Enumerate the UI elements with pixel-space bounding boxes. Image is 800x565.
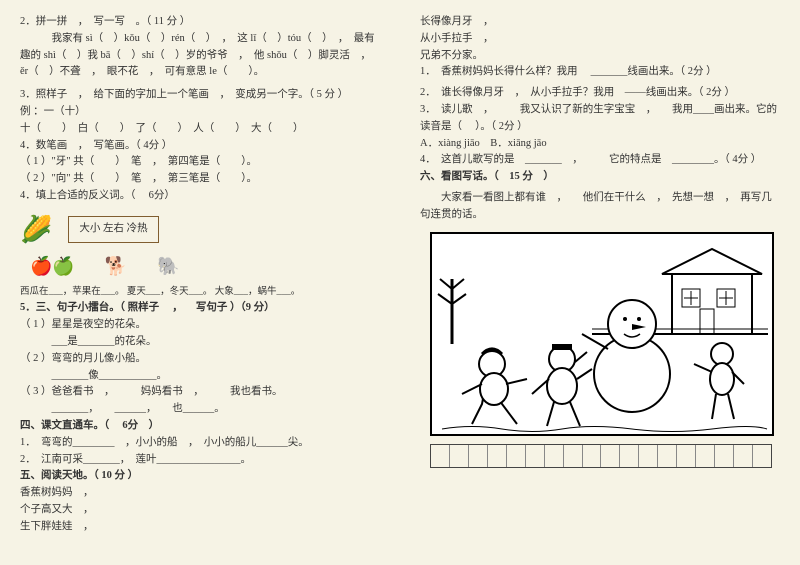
s3-2: （ 2 ）弯弯的月儿像小船。 [20, 351, 380, 368]
r-q2: 2． 谁长得像月牙 ， 从小手拉手？我用 ——线画出来。（ 2分 ） [420, 85, 780, 102]
section5-title: 五、阅读天地。（ 10 分 ） [20, 468, 380, 485]
s4-2: 2． 江南可采_______， 莲叶________________。 [20, 452, 380, 469]
answer-grid [430, 444, 772, 468]
q2-body: 我家有 sì（ ）kǒu（ ）rén（ ） ， 这 lǐ（ ）tóu（ ） ， … [20, 31, 380, 81]
elephant-icon: 🐘 [157, 252, 179, 281]
s6-body: 大家看一看图上都有谁 ， 他们在干什么 ， 先想一想 ， 再写几句连贯的话。 [420, 190, 780, 224]
poem-l6: 兄弟不分家。 [420, 48, 780, 65]
r-q3-opt: A．xiàng jiāo B．xiāng jāo [420, 136, 780, 153]
poem-l3: 生下胖娃娃 ， [20, 519, 380, 536]
s3-3: （ 3 ）爸爸看书 ， 妈妈看书 ， 我也看书。 [20, 384, 380, 401]
s4-1: 1． 弯弯的________ ，小小的船 ， 小小的船儿______尖。 [20, 435, 380, 452]
poem-l1: 香蕉树妈妈 ， [20, 485, 380, 502]
r-q1: 1． 香蕉树妈妈长得什么样？我用 _______线画出来。（ 2分 ） [420, 64, 780, 81]
apple-icon: 🍎🍏 [30, 252, 75, 281]
s3-2b: _______像___________。 [20, 368, 380, 385]
q4-line2: （ 2 ）"向" 共（ ） 笔 ， 第三笔是（ ）。 [20, 171, 380, 188]
q4-title: 4．数笔画 ， 写笔画。（ 4分 ） [20, 138, 380, 155]
right-column: 长得像月牙 ， 从小手拉手 ， 兄弟不分家。 1． 香蕉树妈妈长得什么样？我用 … [400, 0, 800, 565]
poem-l2: 个子高又大 ， [20, 502, 380, 519]
icons-labels: 西瓜在___，苹果在___。 夏天___，冬天___。 大象___，蜗牛___。 [20, 285, 380, 300]
icons-row: 🍎🍏 🐕 🐘 [30, 252, 380, 283]
corn-icon: 🌽 [20, 209, 52, 251]
q4-line1: （ 1 ）"牙" 共（ ） 笔 ， 第四笔是（ ）。 [20, 154, 380, 171]
summer-icon: 🐕 [105, 252, 127, 281]
s3-3b: _______， ______， 也______。 [20, 401, 380, 418]
q3-line: 十（ ） 白（ ） 了（ ） 人（ ） 大（ ） [20, 121, 380, 138]
q4b-title: 4．填上合适的反义词。（ 6分） [20, 188, 380, 205]
q3-example: 例 ：一（十） [20, 104, 380, 121]
left-column: 2．拼一拼 ， 写一写 。（ 11 分 ） 我家有 sì（ ）kǒu（ ）rén… [0, 0, 400, 565]
q3-title: 3．照样子 ， 给下面的字加上一个笔画 ， 变成另一个字。（ 5 分 ） [20, 87, 380, 104]
s3-1: （ 1 ）星星是夜空的花朵。 [20, 317, 380, 334]
poem-l4: 长得像月牙 ， [420, 14, 780, 31]
word-bank: 大小 左右 冷热 [68, 216, 158, 243]
section3-title: 5．三、句子小擂台。（ 照样子 ， 写句子 ）（9 分） [20, 300, 380, 317]
r-q4: 4． 这首儿歌写的是 _______ ， 它的特点是 ________。（ 4分… [420, 152, 780, 169]
snowman-picture [430, 232, 774, 436]
section6-title: 六、看图写话。（ 15 分 ） [420, 169, 780, 186]
q2-title: 2．拼一拼 ， 写一写 。（ 11 分 ） [20, 14, 380, 31]
s3-1b: ___是_______的花朵。 [20, 334, 380, 351]
section4-title: 四、课文直通车。（ 6分 ） [20, 418, 380, 435]
poem-l5: 从小手拉手 ， [420, 31, 780, 48]
r-q3: 3． 读儿歌 ， 我又认识了新的生字宝宝 ， 我用____画出来。它的读音是（ … [420, 102, 780, 136]
